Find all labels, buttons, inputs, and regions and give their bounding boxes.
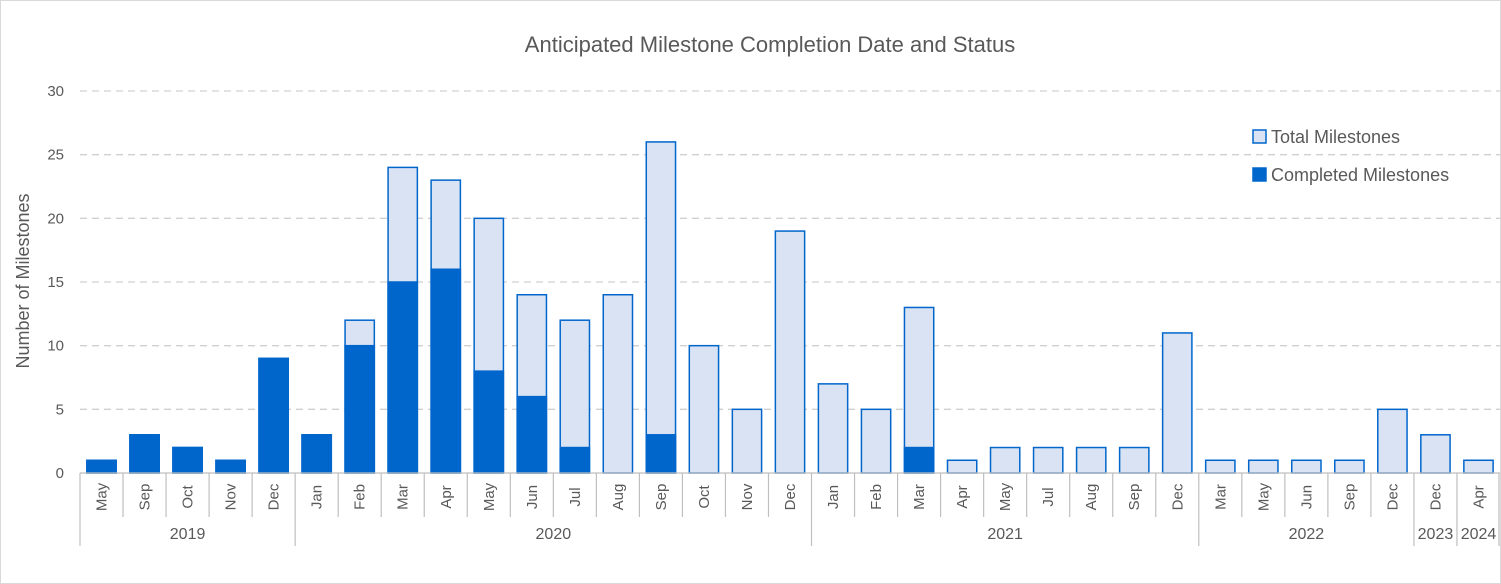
completed-bar — [258, 357, 290, 474]
completed-bar — [473, 370, 505, 474]
month-label: Mar — [1212, 484, 1229, 510]
total-bar — [1204, 459, 1236, 474]
month-label: Apr — [438, 485, 455, 508]
month-label: Aug — [1083, 484, 1100, 511]
month-label: Oct — [180, 485, 197, 509]
month-label: Nov — [223, 483, 240, 510]
total-bar — [1161, 332, 1193, 474]
legend-total-swatch — [1252, 129, 1267, 144]
completed-bar — [215, 459, 246, 474]
completed-milestones-bars — [86, 268, 935, 474]
month-label: Mar — [911, 484, 928, 510]
y-tick-label: 0 — [56, 465, 64, 482]
total-milestones-bars — [86, 141, 1494, 474]
month-label: Aug — [610, 484, 627, 511]
total-bar — [903, 306, 935, 474]
chart-title: Anticipated Milestone Completion Date an… — [525, 32, 1015, 57]
legend: Total Milestones Completed Milestones — [1252, 127, 1449, 185]
month-label: Dec — [1427, 483, 1444, 510]
month-label: Dec — [1169, 483, 1186, 510]
total-bar — [1075, 446, 1107, 474]
legend-completed-label: Completed Milestones — [1271, 165, 1449, 185]
total-bar — [1377, 408, 1408, 474]
y-tick-label: 30 — [47, 83, 64, 100]
total-bar — [1247, 459, 1279, 474]
year-label: 2020 — [536, 526, 572, 543]
completed-bar — [129, 434, 160, 474]
completed-bar — [903, 446, 935, 474]
month-label: Nov — [739, 483, 756, 510]
month-label: Feb — [868, 484, 885, 510]
month-label: Dec — [1384, 483, 1401, 510]
total-bar — [1118, 446, 1150, 474]
completed-bar — [301, 434, 333, 474]
total-bar — [1463, 459, 1494, 474]
month-label: Oct — [696, 485, 713, 509]
month-label: Sep — [1126, 484, 1143, 511]
completed-bar — [516, 395, 548, 474]
month-label: May — [94, 482, 111, 511]
year-label: 2024 — [1461, 526, 1497, 543]
total-bar — [688, 344, 720, 474]
y-axis-ticks: 0 5 10 15 20 25 30 — [47, 83, 64, 482]
month-label: Apr — [954, 485, 971, 508]
total-bar — [989, 446, 1021, 474]
month-label: Dec — [782, 483, 799, 510]
year-label: 2022 — [1289, 526, 1325, 543]
year-label: 2023 — [1418, 526, 1454, 543]
y-tick-label: 25 — [47, 147, 64, 164]
month-label: Jul — [567, 487, 584, 506]
month-label: Sep — [653, 484, 670, 511]
month-label: Jan — [825, 485, 842, 509]
y-axis-label: Number of Milestones — [13, 193, 33, 368]
month-label: Sep — [1341, 484, 1358, 511]
completed-bar — [387, 281, 419, 474]
month-label: Jun — [524, 485, 541, 509]
total-bar — [602, 293, 634, 474]
month-label: Dec — [266, 483, 283, 510]
total-bar — [1290, 459, 1322, 474]
month-label: Sep — [137, 484, 154, 511]
completed-bar — [645, 434, 677, 474]
y-tick-label: 20 — [47, 210, 64, 227]
x-axis: May Sep Oct Nov Dec Jan Feb Mar Apr May Jun Jul Aug S… — [79, 472, 1500, 546]
legend-completed-swatch — [1252, 167, 1267, 182]
year-label: 2021 — [987, 526, 1023, 543]
total-bar — [860, 408, 892, 474]
total-bar — [731, 408, 763, 474]
total-bar — [774, 230, 806, 474]
total-bar — [817, 383, 849, 474]
month-label: May — [481, 482, 498, 511]
total-bar — [1032, 446, 1064, 474]
y-tick-label: 15 — [47, 274, 64, 291]
total-bar — [1420, 434, 1451, 474]
completed-bar — [172, 446, 203, 474]
legend-total-label: Total Milestones — [1271, 127, 1400, 147]
month-label: May — [1255, 482, 1272, 511]
month-label: Jan — [309, 485, 326, 509]
total-bar — [1334, 459, 1365, 474]
y-tick-label: 5 — [56, 401, 64, 418]
month-label: Jul — [1040, 487, 1057, 506]
total-bar — [645, 141, 677, 474]
month-label: Feb — [352, 484, 369, 510]
completed-bar — [86, 459, 117, 474]
total-bar — [946, 459, 978, 474]
month-label: Jun — [1298, 485, 1315, 509]
completed-bar — [559, 446, 591, 474]
month-label: Mar — [395, 484, 412, 510]
year-label: 2019 — [170, 526, 206, 543]
completed-bar — [430, 268, 462, 474]
y-tick-label: 10 — [47, 338, 64, 355]
month-label: Apr — [1470, 485, 1487, 508]
completed-bar — [344, 344, 376, 474]
month-label: May — [997, 482, 1014, 511]
